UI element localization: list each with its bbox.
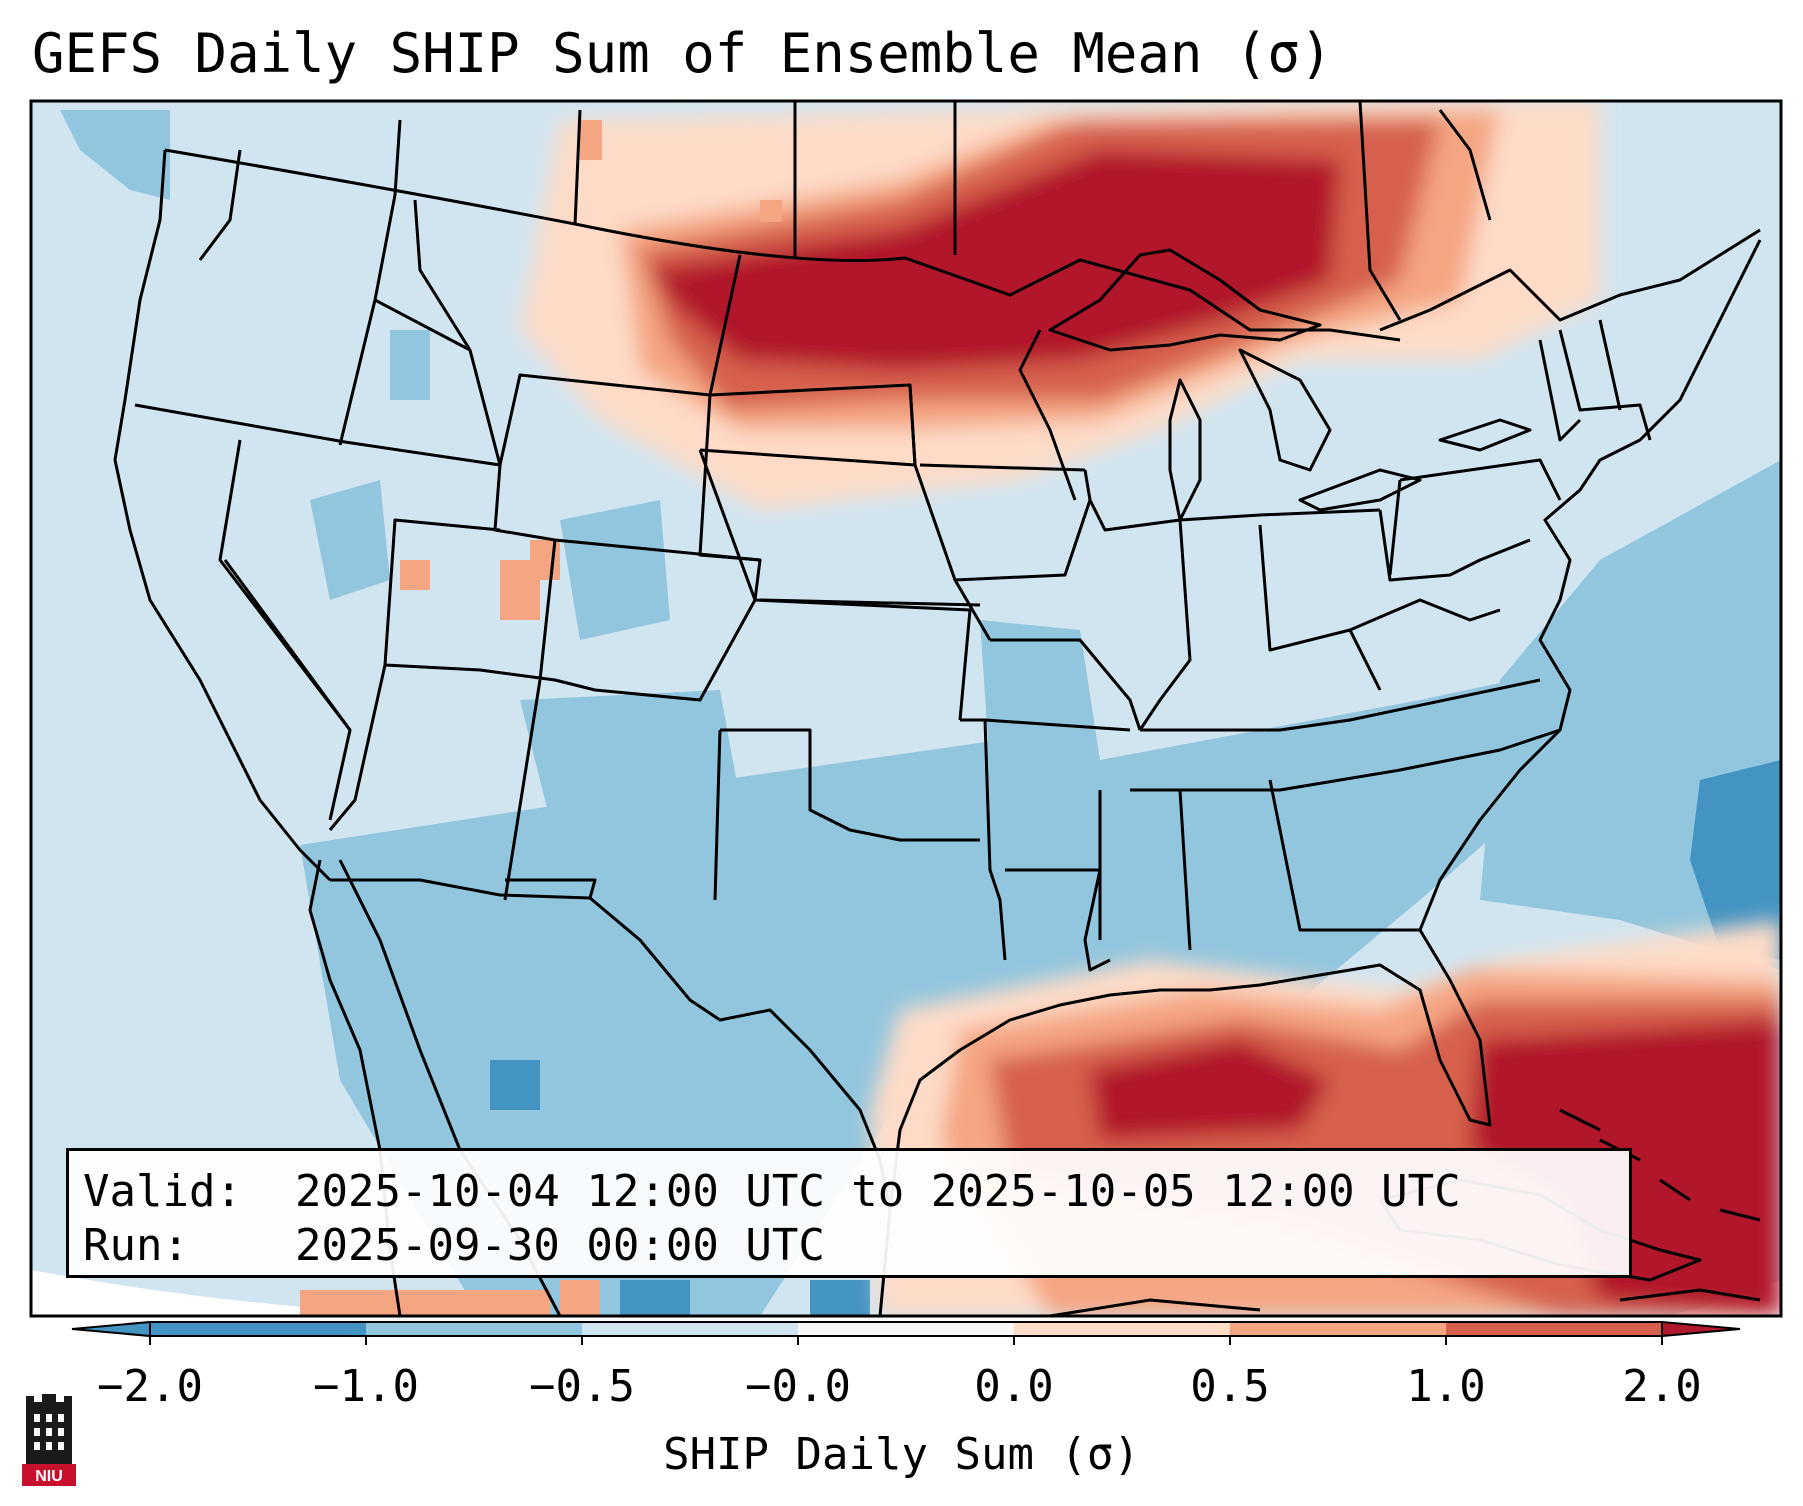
lake-ontario (1438, 418, 1532, 452)
colorbar-tick-label: −0.5 (529, 1361, 635, 1412)
niu-logo-text: NIU (35, 1468, 63, 1485)
colorbar-segment (366, 1322, 582, 1336)
anomaly-field (31, 101, 1781, 1316)
info-box: Valid: 2025-10-04 12:00 UTC to 2025-10-05… (66, 1148, 1632, 1278)
map-frame (29, 99, 1783, 1318)
valid-value: 2025-10-04 12:00 UTC to 2025-10-05 12:00… (295, 1166, 1461, 1217)
niu-logo: NIU (22, 1394, 76, 1486)
boundaries (113, 101, 1762, 1316)
mexico-positive-patches (300, 1280, 600, 1316)
colorbar-extend-low (71, 1320, 151, 1338)
west-coast (113, 149, 332, 882)
colorbar-segment (798, 1322, 1014, 1336)
lake-michigan (1168, 378, 1202, 522)
figure-title: GEFS Daily SHIP Sum of Ensemble Mean (σ) (32, 22, 1333, 85)
colorbar-tick-label: 1.0 (1406, 1361, 1486, 1412)
valid-line: Valid: 2025-10-04 12:00 UTC to 2025-10-05… (83, 1165, 1629, 1219)
colorbar-segment (1014, 1322, 1230, 1336)
us-mexico-border (330, 878, 892, 1211)
colorbar-tick-label: 0.0 (974, 1361, 1054, 1412)
colorbar-tick-label: −1.0 (313, 1361, 419, 1412)
colorbar-tick-label: −2.0 (97, 1361, 203, 1412)
valid-label: Valid: (83, 1166, 242, 1217)
colorbar-tick-label: 0.5 (1190, 1361, 1270, 1412)
run-value: 2025-09-30 00:00 UTC (295, 1220, 825, 1271)
gulf-coast (888, 929, 1492, 1211)
strong-negative-anomaly-areas (490, 760, 1781, 1316)
colorbar-label: SHIP Daily Sum (σ) (663, 1429, 1140, 1480)
run-line: Run: 2025-09-30 00:00 UTC (83, 1219, 1629, 1273)
lake-superior (1048, 248, 1322, 352)
colorbar (71, 1320, 1741, 1345)
colorbar-segment (1446, 1322, 1662, 1336)
colorbar-segment (582, 1322, 798, 1336)
colorbar-tick-marks (149, 1336, 1663, 1345)
colorbar-tick-label: 2.0 (1622, 1361, 1702, 1412)
us-canada-border (164, 148, 1401, 342)
rockies-positive-patches (400, 120, 782, 620)
colorbar-extend-high (1661, 1320, 1741, 1338)
colorbar-segment (150, 1322, 366, 1336)
atlantic-coast (1418, 239, 1762, 931)
lake-erie (1298, 468, 1422, 512)
lake-huron (1238, 348, 1332, 472)
colorbar-segment (1230, 1322, 1446, 1336)
run-label: Run: (83, 1220, 189, 1271)
colorbar-tick-label: −0.0 (745, 1361, 851, 1412)
